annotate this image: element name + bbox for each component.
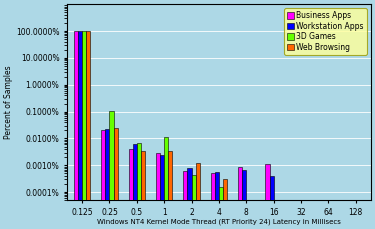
Bar — [219, 188, 223, 229]
Bar — [168, 151, 172, 229]
Bar — [86, 31, 90, 229]
Bar — [110, 111, 114, 229]
Bar — [242, 169, 246, 229]
X-axis label: Windows NT4 Kernel Mode Thread (RT Priority 24) Latency in Millisecs: Windows NT4 Kernel Mode Thread (RT Prior… — [97, 218, 341, 225]
Bar — [105, 129, 110, 229]
Bar — [129, 149, 133, 229]
Bar — [238, 166, 242, 229]
Bar — [160, 155, 164, 229]
Bar — [211, 173, 215, 229]
Bar — [183, 171, 188, 229]
Bar — [137, 143, 141, 229]
Bar — [78, 31, 82, 229]
Bar — [82, 31, 86, 229]
Bar — [196, 163, 200, 229]
Y-axis label: Percent of Samples: Percent of Samples — [4, 65, 13, 139]
Bar — [164, 137, 168, 229]
Bar — [188, 168, 192, 229]
Bar — [266, 164, 270, 229]
Bar — [74, 31, 78, 229]
Bar — [114, 128, 118, 229]
Bar — [156, 153, 160, 229]
Bar — [215, 172, 219, 229]
Bar — [270, 176, 274, 229]
Legend: Business Apps, Workstation Apps, 3D Games, Web Browsing: Business Apps, Workstation Apps, 3D Game… — [284, 8, 367, 55]
Bar — [141, 151, 145, 229]
Bar — [223, 179, 227, 229]
Bar — [101, 130, 105, 229]
Bar — [133, 144, 137, 229]
Bar — [192, 175, 196, 229]
